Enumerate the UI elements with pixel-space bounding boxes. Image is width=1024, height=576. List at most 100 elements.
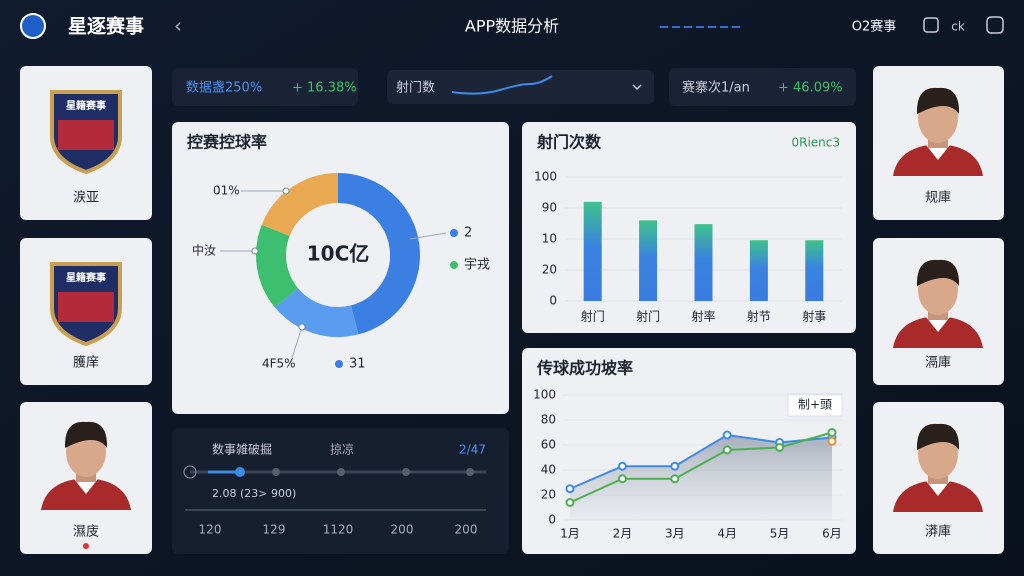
scale-label: 129 xyxy=(263,523,286,537)
callout-label: 01% xyxy=(213,184,240,198)
player-name: 规庫 xyxy=(925,191,951,206)
stat-metric: 赛寨次1/an xyxy=(682,80,750,96)
stat-box xyxy=(669,68,856,106)
player-name: 濕庋 xyxy=(73,524,99,540)
lang-label: ck xyxy=(951,20,965,34)
legend-label: 2 xyxy=(464,226,472,241)
bar xyxy=(583,201,602,301)
chart-title: 控赛控球率 xyxy=(187,133,267,152)
scale-label: 120 xyxy=(199,523,222,537)
y-tick-label: 40 xyxy=(541,463,556,477)
x-tick-label: 射节 xyxy=(747,309,771,324)
legend-line xyxy=(409,232,447,240)
slider-stop xyxy=(272,468,280,476)
x-tick-label: 2月 xyxy=(613,527,633,541)
dropdown[interactable] xyxy=(387,70,654,104)
x-tick-label: 3月 xyxy=(665,527,685,541)
line-series xyxy=(569,431,833,504)
legend-label: 制+頭 xyxy=(798,398,832,412)
callout-dot xyxy=(251,247,259,255)
bar xyxy=(805,240,824,301)
y-tick-label: 10 xyxy=(542,232,557,246)
donut-segment xyxy=(261,173,339,237)
crest-band xyxy=(58,120,114,150)
x-tick-label: 6月 xyxy=(822,527,842,541)
x-tick-label: 射事 xyxy=(802,309,826,324)
collar xyxy=(74,479,98,494)
line-point xyxy=(617,474,627,484)
y-tick-label: 20 xyxy=(542,263,557,277)
legend-label: 宇戎 xyxy=(464,258,490,273)
line-point xyxy=(775,443,785,452)
line-point xyxy=(670,461,680,471)
callout-line xyxy=(289,326,303,365)
line-point xyxy=(565,498,575,507)
line-point xyxy=(827,428,837,437)
donut-segment xyxy=(337,173,420,335)
callout-dot xyxy=(282,187,290,195)
line-area xyxy=(570,435,832,520)
line-point xyxy=(722,445,732,455)
line-point xyxy=(722,430,732,440)
y-tick-label: 90 xyxy=(542,201,557,215)
legend-label: 31 xyxy=(349,357,366,372)
bar xyxy=(749,240,768,301)
y-tick-label: 80 xyxy=(541,413,556,427)
donut-segment xyxy=(274,287,359,337)
y-tick-label: 60 xyxy=(541,438,556,452)
stat-box xyxy=(172,68,358,106)
legend-swatch xyxy=(450,229,458,237)
chart-card xyxy=(522,122,856,333)
stat-metric: 数据盏250% xyxy=(186,81,262,96)
player-name: 臒庠 xyxy=(73,356,99,371)
line-point xyxy=(827,436,837,446)
collar xyxy=(926,145,950,160)
x-tick-label: 射率 xyxy=(691,309,715,324)
brand: 星逐赛事 xyxy=(68,15,144,38)
slider-stop xyxy=(402,468,410,476)
play-button[interactable] xyxy=(183,465,197,479)
back-button: ‹ xyxy=(174,14,182,38)
y-tick-label: 100 xyxy=(534,170,557,184)
dropdown-caret xyxy=(632,84,642,91)
line-point xyxy=(670,474,680,484)
hair xyxy=(916,87,960,114)
legend-swatch xyxy=(335,360,343,368)
callout-label: 4F5% xyxy=(262,357,296,371)
hair xyxy=(64,421,108,448)
match-label: O2赛事 xyxy=(852,19,897,35)
y-tick-label: 0 xyxy=(548,513,556,527)
donut-segment xyxy=(256,224,299,308)
x-tick-label: 4月 xyxy=(717,527,737,541)
logo xyxy=(20,13,46,39)
legend-box xyxy=(787,393,843,417)
status-dot xyxy=(83,543,89,549)
stat-delta: + 46.09% xyxy=(778,81,843,96)
y-tick-label: 20 xyxy=(541,488,556,502)
player-name: 涙亚 xyxy=(73,190,99,206)
bar xyxy=(694,224,713,301)
page-title: APP数据分析 xyxy=(465,17,559,36)
callout-label: 中汝 xyxy=(192,243,216,258)
slider-knob[interactable] xyxy=(235,467,245,477)
bar xyxy=(639,220,658,301)
y-tick-label: 100 xyxy=(533,388,556,402)
slider-panel xyxy=(172,428,509,554)
callout-dot xyxy=(298,323,306,331)
panel-title: 数事雑破掘 xyxy=(212,442,272,457)
chart-badge: 0Rienc3 xyxy=(791,136,840,150)
x-tick-label: 射门 xyxy=(581,309,605,324)
y-tick-label: 0 xyxy=(549,294,557,308)
chart-card xyxy=(172,122,509,414)
chart-title: 传球成功坡率 xyxy=(536,359,633,378)
chart-title: 射门次数 xyxy=(536,133,602,152)
legend-swatch xyxy=(450,261,458,269)
donut-center: 10C亿 xyxy=(307,242,370,266)
player-name: 滆庫 xyxy=(925,355,951,371)
dropdown-label: 射门数 xyxy=(396,80,435,96)
x-tick-label: 射门 xyxy=(636,309,660,324)
settings-icon[interactable] xyxy=(986,16,1004,34)
notify-icon[interactable] xyxy=(923,17,939,33)
panel-label: 2/47 xyxy=(459,443,486,457)
